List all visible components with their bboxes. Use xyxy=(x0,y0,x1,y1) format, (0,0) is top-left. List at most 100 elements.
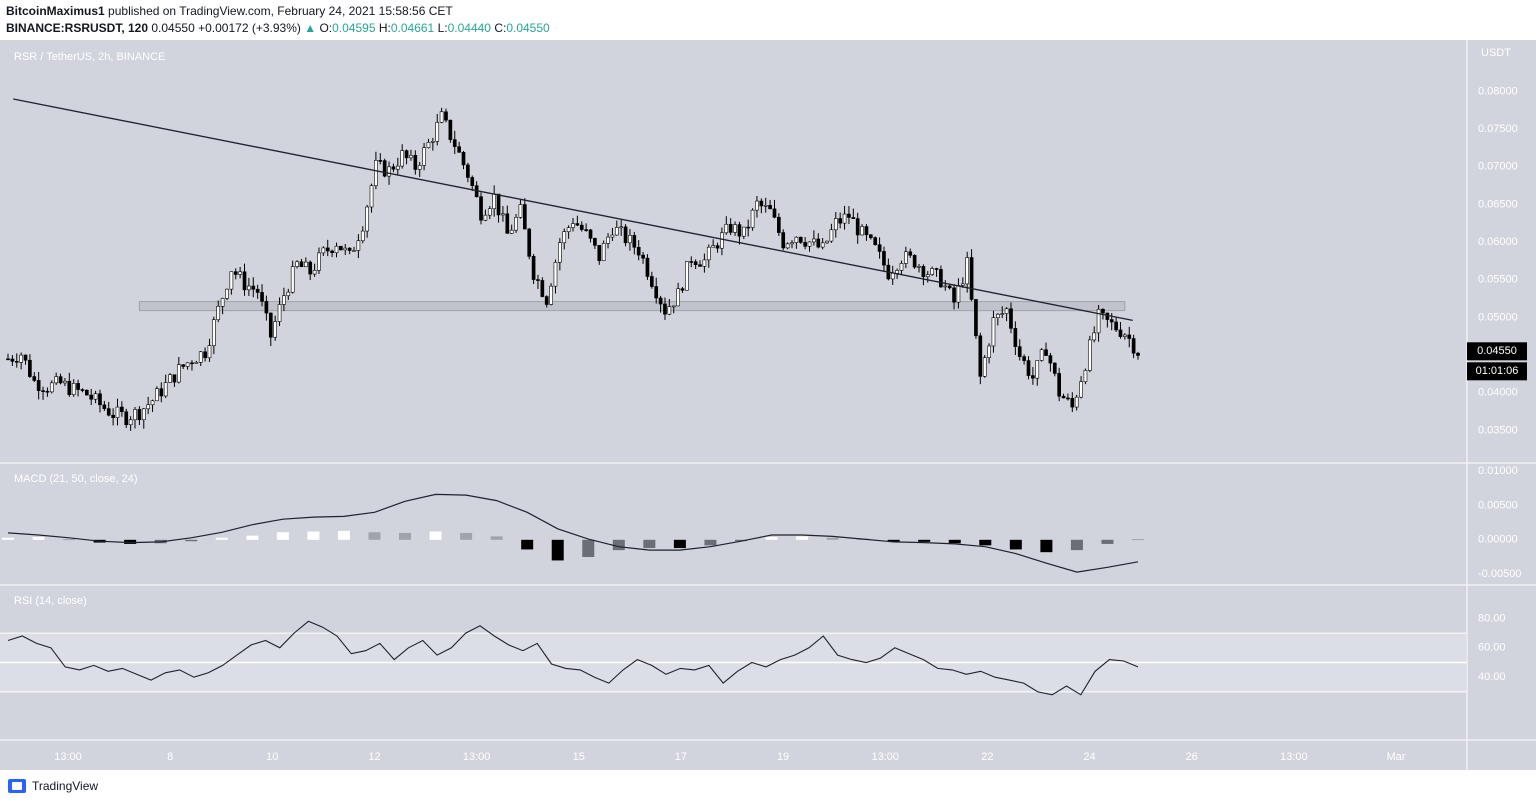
candle-body xyxy=(566,227,571,233)
candle-body xyxy=(290,266,295,293)
candle-body xyxy=(693,261,698,266)
candle-body xyxy=(63,380,67,384)
candle-body xyxy=(106,408,111,416)
macd-bar xyxy=(521,539,534,550)
candle-body xyxy=(588,229,593,239)
candle-body xyxy=(601,243,606,262)
candle-body xyxy=(658,297,663,305)
macd-bar xyxy=(1101,539,1114,544)
candle-body xyxy=(873,237,878,245)
chart-svg[interactable]: RSR / TetherUS, 2h, BINANCE USDT 0.08000 0.… xyxy=(0,40,1536,770)
candle-body xyxy=(969,257,974,300)
candle-body xyxy=(417,165,422,170)
macd-bar xyxy=(918,539,931,542)
time-tick-label: 10 xyxy=(266,751,278,763)
candle-body xyxy=(755,200,759,211)
candle-body xyxy=(733,224,737,233)
candle-body xyxy=(1017,346,1022,357)
candle-body xyxy=(19,354,23,363)
open-label: O: xyxy=(319,21,333,35)
candle-body xyxy=(347,247,352,251)
candle-body xyxy=(1118,329,1123,337)
candle-body xyxy=(146,404,150,410)
candle-body xyxy=(899,263,904,271)
macd-bar xyxy=(1009,539,1022,550)
macd-bar xyxy=(612,539,625,551)
publish-line: BitcoinMaximus1 published on TradingView… xyxy=(6,4,453,18)
price-tick-label: 0.03500 xyxy=(1478,424,1518,436)
close-value: 0.04550 xyxy=(506,21,550,35)
candle-body xyxy=(260,292,264,302)
candle-body xyxy=(1013,328,1018,347)
candle-body xyxy=(339,245,343,251)
candle-body xyxy=(168,374,172,383)
candle-body xyxy=(1061,395,1066,399)
macd-bar xyxy=(368,532,381,540)
candle-body xyxy=(216,305,221,321)
candle-body xyxy=(1105,312,1110,320)
candle-body xyxy=(1031,375,1035,379)
candle-body xyxy=(413,155,418,170)
candle-body xyxy=(395,165,400,170)
high-label: H: xyxy=(378,21,391,35)
candle-body xyxy=(536,279,540,281)
candle-body xyxy=(181,364,186,367)
candle-body xyxy=(207,345,212,359)
macd-bar xyxy=(490,536,503,540)
candle-body xyxy=(833,218,838,231)
price-unit-label: USDT xyxy=(1481,47,1511,59)
candle-body xyxy=(877,244,882,252)
candle-body xyxy=(750,209,755,228)
candle-body xyxy=(558,242,562,263)
candle-body xyxy=(724,223,729,234)
low-value: 0.04440 xyxy=(447,21,491,35)
symbol-label: BINANCE:RSRUSDT, 120 xyxy=(6,21,149,35)
macd-bar xyxy=(32,537,45,540)
publisher-name[interactable]: BitcoinMaximus1 xyxy=(6,4,105,18)
time-tick-label: 13:00 xyxy=(54,751,82,763)
candle-body xyxy=(1066,397,1070,400)
footer: TradingView xyxy=(8,779,98,793)
macd-bar xyxy=(1132,539,1144,541)
candle-body xyxy=(312,270,317,275)
footer-brand[interactable]: TradingView xyxy=(32,779,99,793)
candle-body xyxy=(978,335,983,377)
candle-body xyxy=(378,160,383,162)
candle-body xyxy=(115,406,120,418)
candle-body xyxy=(777,216,781,233)
candle-body xyxy=(137,409,142,421)
macd-bar xyxy=(826,537,839,540)
macd-tick-label: 0.01000 xyxy=(1478,465,1518,477)
candle-body xyxy=(426,142,431,148)
candle-body xyxy=(133,409,137,421)
candle-body xyxy=(956,285,961,303)
candle-body xyxy=(120,406,124,413)
price-tick-label: 0.06000 xyxy=(1478,236,1518,248)
last-price-tag-label: 0.04550 xyxy=(1477,345,1517,357)
last-price-tag xyxy=(1467,342,1527,361)
candle-body xyxy=(1009,308,1013,329)
macd-bar xyxy=(460,532,473,540)
candle-body xyxy=(444,111,448,121)
candles xyxy=(6,107,1140,431)
candle-body xyxy=(479,196,483,221)
macd-bar xyxy=(979,539,992,546)
time-tick-label: 8 xyxy=(167,751,173,763)
candle-body xyxy=(943,285,948,288)
candle-body xyxy=(470,177,475,186)
candle-body xyxy=(225,288,229,299)
candle-body xyxy=(606,236,610,244)
candle-body xyxy=(45,390,50,393)
candle-body xyxy=(198,351,203,363)
candle-body xyxy=(501,213,505,216)
candle-body xyxy=(636,246,641,256)
candle-body xyxy=(80,389,85,391)
candle-body xyxy=(303,261,308,268)
candle-body xyxy=(562,231,567,244)
candle-body xyxy=(1087,339,1092,371)
price-tick-label: 0.07000 xyxy=(1478,161,1518,173)
ohlc-line: BINANCE:RSRUSDT, 120 0.04550 +0.00172 (+… xyxy=(6,21,550,35)
macd-bar xyxy=(1070,539,1083,551)
candle-body xyxy=(67,380,72,395)
chart-area[interactable]: RSR / TetherUS, 2h, BINANCE USDT 0.08000 0.… xyxy=(0,40,1536,770)
